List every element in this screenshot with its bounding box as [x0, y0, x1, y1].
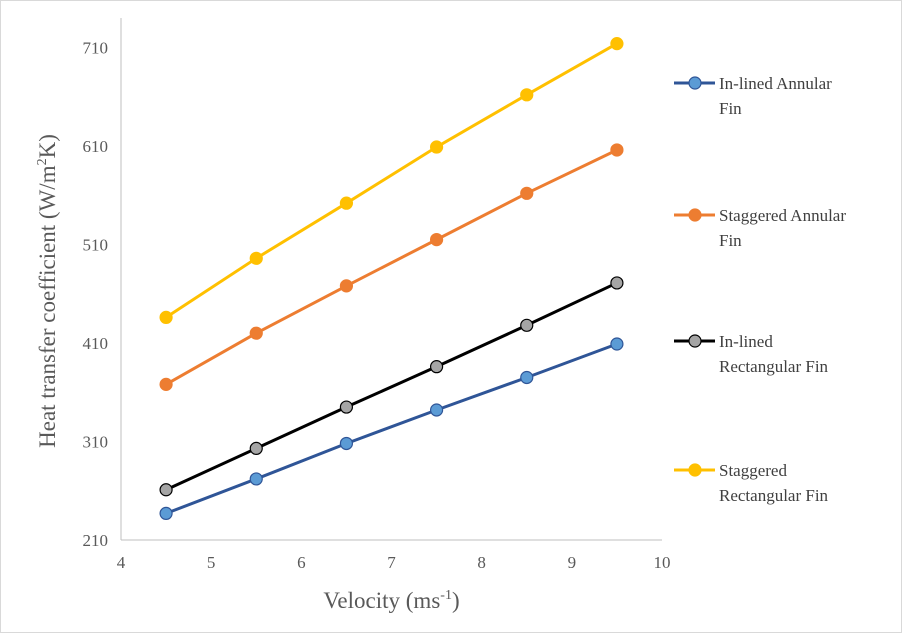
y-axis-title-superscript: 2 [35, 158, 50, 165]
series-layer [159, 37, 624, 521]
legend-label: Fin [719, 231, 742, 250]
y-axis-title-main: Heat transfer coefficient (W/m [35, 165, 60, 448]
data-point [159, 377, 173, 391]
legend-marker-swatch [688, 208, 702, 222]
y-axis-title: Heat transfer coefficient (W/m2K) [35, 134, 60, 448]
legend-label: Staggered Annular [719, 206, 846, 225]
data-point [610, 37, 624, 51]
x-tick-label: 5 [207, 553, 216, 572]
x-axis-title: Velocity (ms-1) [323, 588, 459, 613]
y-tick-label: 210 [83, 531, 109, 550]
data-point [520, 318, 534, 332]
x-tick-label: 4 [117, 553, 126, 572]
data-point [339, 436, 354, 451]
legend-label: Staggered [719, 461, 787, 480]
legend-marker-swatch [688, 76, 702, 90]
data-point [339, 279, 354, 293]
y-tick-label: 610 [83, 137, 109, 156]
x-tick-label: 10 [654, 553, 671, 572]
legend-label: Fin [719, 99, 742, 118]
legend-entry: In-lined Annular Fin [674, 74, 832, 118]
data-point [249, 326, 263, 340]
data-point [429, 140, 444, 154]
y-tick-label: 410 [83, 334, 109, 353]
series-line [164, 148, 619, 386]
data-point [520, 186, 534, 200]
data-point [429, 360, 444, 374]
legend-label: In-lined [719, 332, 773, 351]
data-point [159, 506, 173, 521]
data-point [249, 441, 263, 456]
series-group [159, 37, 624, 325]
legend-label: In-lined Annular [719, 74, 832, 93]
series-group [159, 337, 624, 521]
data-point [429, 233, 444, 247]
series-line [164, 42, 619, 319]
data-point [339, 196, 354, 210]
data-point [520, 370, 534, 385]
y-tick-label: 310 [83, 433, 109, 452]
y-axis-title-end: K) [35, 134, 60, 158]
series-line [164, 281, 619, 492]
y-tick-labels: 210 310 410 510 610 710 [83, 39, 109, 550]
x-axis-title-end: ) [452, 588, 460, 613]
series-group [159, 276, 624, 497]
x-axis-title-superscript: -1 [440, 588, 452, 603]
x-tick-label: 9 [568, 553, 577, 572]
x-axis-title-main: Velocity (ms [323, 588, 440, 613]
data-point [249, 251, 263, 265]
y-tick-label: 510 [83, 236, 109, 255]
series-line [164, 342, 619, 515]
legend-label: Rectangular Fin [719, 357, 829, 376]
data-point [159, 310, 173, 325]
data-point [610, 143, 624, 157]
legend-entry: In-lined Rectangular Fin [674, 332, 829, 376]
x-tick-label: 6 [297, 553, 306, 572]
data-point [159, 483, 173, 497]
y-tick-label: 710 [83, 39, 109, 58]
x-tick-label: 8 [477, 553, 486, 572]
legend-entry: Staggered Rectangular Fin [674, 461, 829, 505]
data-point [520, 88, 534, 102]
legend-entry: Staggered Annular Fin [674, 206, 846, 250]
legend-marker-swatch [688, 463, 702, 477]
data-point [339, 400, 354, 414]
legend-label: Rectangular Fin [719, 486, 829, 505]
x-tick-labels: 4 5 6 7 8 9 10 [117, 553, 671, 572]
data-point [610, 276, 624, 290]
data-point [249, 472, 263, 486]
axes [120, 18, 662, 541]
data-point [429, 403, 444, 417]
data-point [610, 337, 624, 351]
x-tick-label: 7 [387, 553, 396, 572]
series-group [159, 143, 624, 391]
legend-marker-swatch [688, 334, 702, 348]
